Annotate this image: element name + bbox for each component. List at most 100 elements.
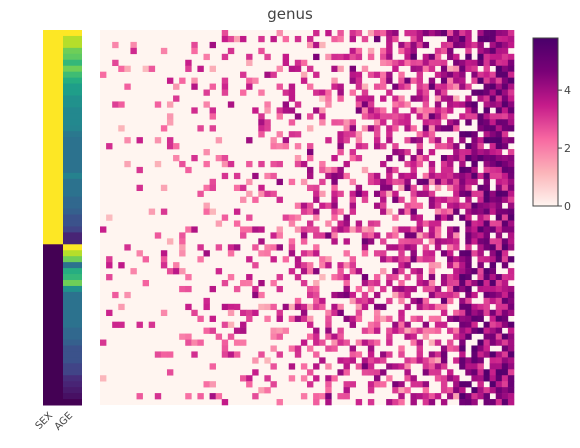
heatmap-cell — [276, 65, 283, 72]
heatmap-cell — [276, 274, 283, 281]
heatmap-cell — [106, 143, 113, 150]
heatmap-cell — [459, 399, 466, 406]
heatmap-cell — [380, 107, 387, 114]
heatmap-cell — [209, 178, 216, 186]
heatmap-cell — [221, 89, 229, 96]
heatmap-cell — [264, 107, 271, 114]
heatmap-cell — [483, 125, 490, 132]
age-cell — [63, 95, 82, 102]
heatmap-cell — [434, 214, 442, 221]
heatmap-cell — [300, 339, 308, 346]
heatmap-cell — [380, 303, 387, 311]
heatmap-cell — [246, 315, 253, 322]
heatmap-cell — [465, 274, 472, 281]
heatmap-cell — [434, 196, 442, 203]
heatmap-cell — [483, 53, 490, 61]
heatmap-cell — [459, 166, 466, 174]
heatmap-cell — [197, 315, 204, 322]
heatmap-cell — [465, 369, 472, 376]
heatmap-cell — [501, 89, 509, 96]
heatmap-cell — [416, 137, 423, 144]
age-cell — [63, 339, 82, 346]
heatmap-cell — [136, 166, 143, 174]
heatmap-cell — [367, 172, 375, 180]
heatmap-cell — [398, 297, 405, 305]
heatmap-cell — [410, 297, 417, 305]
heatmap-cell — [300, 160, 308, 168]
age-cell — [63, 381, 82, 388]
heatmap-cell — [173, 83, 180, 90]
heatmap-cell — [288, 363, 296, 370]
heatmap-cell — [392, 363, 399, 370]
heatmap-cell — [264, 53, 271, 61]
colorbar[interactable]: 024 — [532, 37, 571, 213]
heatmap-cell — [191, 83, 198, 90]
sex-group-1 — [43, 30, 63, 245]
heatmap-cell — [453, 244, 460, 251]
heatmap-cell — [270, 143, 277, 150]
heatmap-cell — [489, 125, 497, 132]
heatmap-cell — [465, 41, 472, 49]
heatmap-cell — [252, 285, 259, 293]
heatmap-cell — [349, 30, 357, 37]
heatmap-cell — [483, 333, 490, 340]
heatmap-cell — [179, 244, 186, 251]
heatmap-cell — [331, 119, 338, 126]
heatmap-cell — [294, 303, 302, 311]
heatmap-cell — [355, 351, 363, 358]
heatmap-cell — [501, 71, 509, 78]
heatmap-cell — [495, 274, 503, 281]
heatmap-cell — [507, 113, 515, 120]
heatmap-cell — [325, 375, 332, 382]
heatmap-cell — [465, 95, 472, 102]
heatmap-cell — [410, 327, 417, 334]
heatmap-cell — [179, 232, 186, 239]
heatmap-cell — [264, 244, 271, 251]
heatmap-cell — [343, 387, 350, 394]
heatmap-cell — [453, 143, 460, 150]
heatmap-cell — [319, 41, 326, 49]
heatmap-cell — [343, 220, 350, 227]
heatmap-cell — [386, 232, 393, 239]
heatmap-cell — [440, 107, 448, 114]
heatmap-cell — [270, 256, 277, 263]
heatmap-cell — [106, 309, 113, 317]
heatmap-cell — [410, 155, 417, 162]
heatmap-cell — [380, 369, 387, 376]
heatmap-cell — [337, 274, 344, 281]
heatmap-cell — [264, 125, 271, 132]
heatmap-cell — [331, 226, 338, 233]
heatmap-cell — [307, 125, 314, 132]
heatmap-cell — [410, 166, 417, 174]
heatmap-cell — [337, 35, 344, 43]
heatmap-cell — [410, 381, 417, 388]
heatmap-cell — [221, 303, 229, 311]
heatmap-cell — [489, 351, 497, 358]
heatmap-cell — [507, 220, 515, 227]
heatmap-cell — [331, 184, 338, 192]
heatmap-cell — [447, 214, 454, 221]
heatmap-cell — [203, 250, 210, 257]
heatmap-cell — [166, 119, 174, 126]
heatmap-cell — [434, 143, 442, 150]
heatmap-cell — [373, 375, 381, 382]
heatmap-cell — [246, 274, 253, 281]
heatmap-cell — [471, 160, 478, 168]
heatmap-cell — [246, 137, 253, 144]
heatmap-cell — [282, 137, 290, 144]
heatmap-cell — [465, 65, 472, 72]
heatmap-cell — [459, 351, 466, 358]
heatmap-cell — [276, 327, 283, 334]
heatmap-cell — [434, 363, 442, 370]
heatmap-cell — [404, 83, 411, 90]
heatmap-cell — [124, 291, 131, 299]
heatmap-cell — [483, 71, 490, 78]
heatmap-cell — [221, 345, 229, 352]
heatmap-cell — [288, 214, 296, 221]
heatmap-cell — [507, 285, 515, 293]
heatmap-cell — [209, 393, 216, 400]
heatmap-cell — [118, 303, 125, 311]
heatmap-cell — [471, 399, 478, 406]
heatmap-cell — [380, 196, 387, 203]
heatmap-cell — [264, 250, 271, 257]
